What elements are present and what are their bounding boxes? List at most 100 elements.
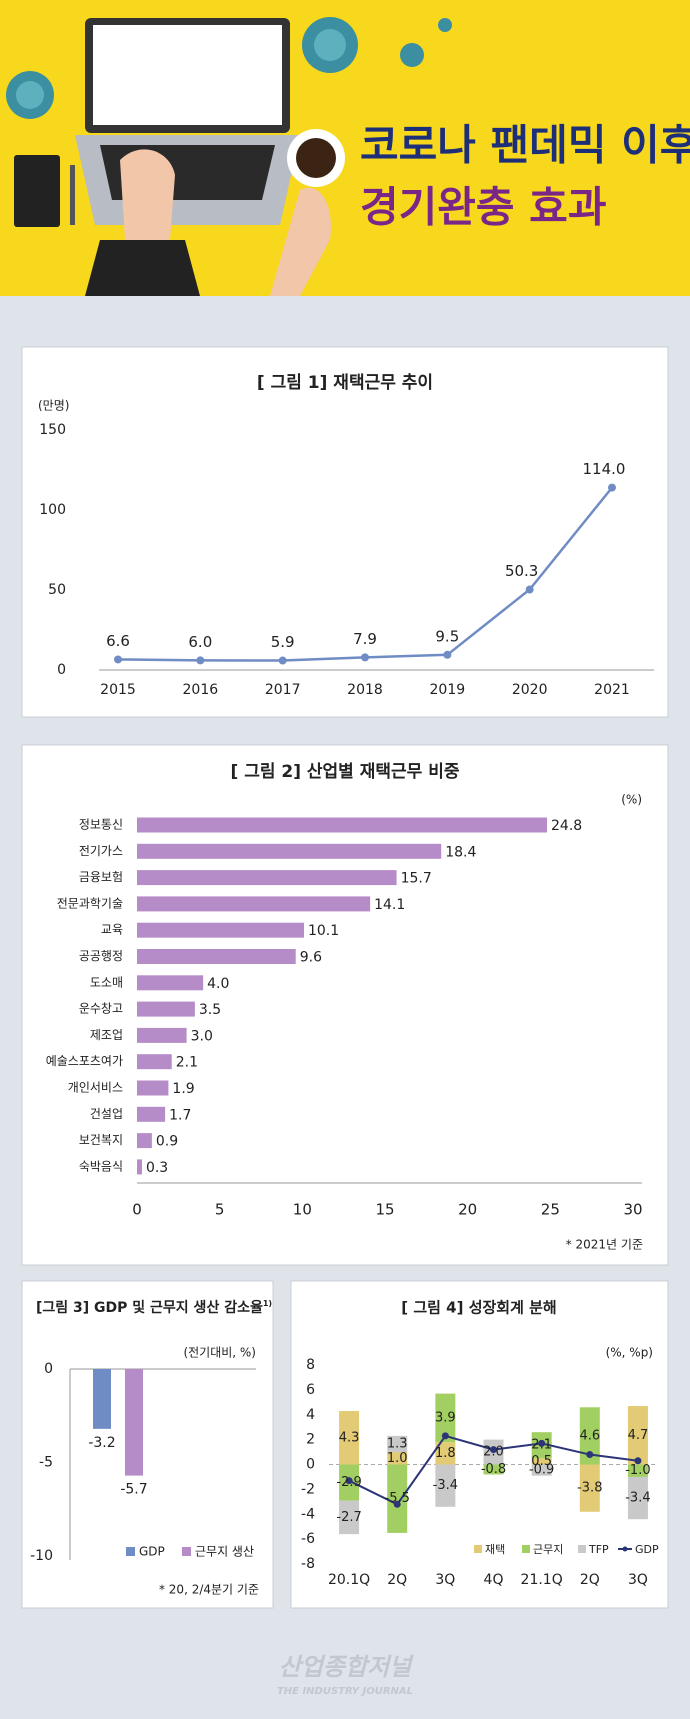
y-tick-label: 공공행정 xyxy=(79,948,123,963)
legend-label: 근무지 xyxy=(533,1543,563,1556)
chart-title: [그림 3] GDP 및 근무지 생산 감소율1) xyxy=(36,1299,272,1317)
y-tick-label: 숙박음식 xyxy=(79,1159,123,1173)
point xyxy=(634,1457,642,1465)
x-tick-label: 3Q xyxy=(628,1572,648,1588)
note: * 2021년 기준 xyxy=(566,1238,643,1252)
x-tick-label: 20 xyxy=(458,1201,477,1219)
bar-segment xyxy=(531,1464,552,1476)
point xyxy=(393,1500,401,1508)
data-label: 4.3 xyxy=(339,1430,360,1445)
axis-unit: (만명) xyxy=(38,399,69,413)
y-tick-label: -2 xyxy=(301,1481,315,1497)
bar xyxy=(137,1080,169,1096)
data-label: -5.5 xyxy=(385,1491,410,1506)
point xyxy=(278,656,287,665)
y-tick-label: 건설업 xyxy=(90,1107,123,1121)
point xyxy=(196,656,205,665)
y-tick-label: 운수창고 xyxy=(79,1002,123,1016)
bar-segment xyxy=(435,1442,456,1465)
bar xyxy=(137,1001,195,1017)
legend-label: GDP xyxy=(139,1545,165,1559)
data-label: 0.3 xyxy=(146,1160,168,1176)
bar-segment xyxy=(531,1458,552,1465)
x-tick-label: 20.1Q xyxy=(328,1572,370,1588)
x-tick-label: 2Q xyxy=(387,1572,407,1588)
title-text: [그림 3] GDP 및 근무지 생산 감소율 xyxy=(36,1299,263,1316)
bar xyxy=(137,896,371,912)
bar xyxy=(137,843,442,859)
bar-segment xyxy=(339,1411,360,1465)
data-label: 1.7 xyxy=(169,1107,191,1123)
legend-label: GDP xyxy=(635,1543,659,1556)
y-tick-label: 0 xyxy=(44,1361,53,1377)
data-label: 1.3 xyxy=(387,1436,408,1451)
banner-subtitle: 경기완충 효과 xyxy=(360,183,606,232)
panel xyxy=(21,1280,274,1609)
y-tick-label: 금융보험 xyxy=(79,870,123,884)
footer-logo: 산업종합저널 xyxy=(279,1653,414,1681)
y-tick-label: 정보통신 xyxy=(79,818,123,832)
y-tick-label: 0 xyxy=(57,662,66,678)
y-tick-label: -6 xyxy=(301,1531,315,1547)
bar xyxy=(137,1106,166,1122)
legend-label: TFP xyxy=(588,1543,609,1556)
data-label: 3.9 xyxy=(435,1410,456,1425)
axis-unit: (전기대비, %) xyxy=(183,1346,256,1360)
point xyxy=(441,1432,449,1440)
x-tick-label: 2017 xyxy=(265,682,301,698)
bar xyxy=(137,1133,152,1149)
y-tick-label: 보건복지 xyxy=(79,1133,123,1147)
bar-segment xyxy=(339,1500,360,1535)
x-tick-label: 2Q xyxy=(580,1572,600,1588)
title-note: 1) xyxy=(263,1299,272,1308)
x-tick-label: 21.1Q xyxy=(521,1572,563,1588)
y-tick-label: 4 xyxy=(306,1407,315,1423)
data-label: 2.1 xyxy=(531,1438,552,1453)
point xyxy=(345,1477,353,1485)
x-tick-label: 15 xyxy=(375,1201,394,1219)
bar xyxy=(125,1369,143,1476)
y-tick-label: 8 xyxy=(306,1357,315,1373)
bar xyxy=(137,817,548,833)
bar-segment xyxy=(627,1476,648,1520)
legend-swatch xyxy=(578,1545,586,1553)
data-label: 1.9 xyxy=(172,1081,194,1097)
bar xyxy=(137,1027,187,1043)
legend-swatch xyxy=(522,1545,530,1553)
x-tick-label: 30 xyxy=(623,1201,642,1219)
data-label: -1.0 xyxy=(625,1463,650,1478)
bar xyxy=(137,922,304,938)
note: * 20, 2/4분기 기준 xyxy=(159,1583,259,1597)
point xyxy=(538,1439,546,1447)
x-tick-label: 25 xyxy=(541,1201,560,1219)
data-label: -2.7 xyxy=(336,1510,361,1525)
y-tick-label: -10 xyxy=(30,1548,53,1564)
data-label: 9.6 xyxy=(300,950,322,966)
x-tick-label: 2019 xyxy=(430,682,466,698)
y-tick-label: 0 xyxy=(306,1457,315,1473)
banner-title: 코로나 팬데믹 이후 xyxy=(360,121,690,170)
bar xyxy=(93,1369,111,1429)
axis-unit: (%, %p) xyxy=(606,1346,653,1360)
data-label: -3.4 xyxy=(433,1478,458,1493)
y-tick-label: -5 xyxy=(39,1455,53,1471)
bar-segment xyxy=(579,1464,600,1512)
y-tick-label: 150 xyxy=(39,422,66,438)
bar-segment xyxy=(627,1406,648,1465)
y-tick-label: 제조업 xyxy=(90,1028,123,1042)
legend-swatch xyxy=(474,1545,482,1553)
y-tick-label: 전문과학기술 xyxy=(57,896,123,910)
bar xyxy=(137,1054,172,1070)
data-label: -0.8 xyxy=(481,1462,506,1477)
y-tick-label: 6 xyxy=(306,1382,315,1398)
x-tick-label: 5 xyxy=(215,1201,225,1219)
data-label: 0.5 xyxy=(531,1454,552,1469)
bar xyxy=(137,870,397,886)
y-tick-label: 교육 xyxy=(101,923,123,937)
point xyxy=(608,483,616,492)
data-label: 24.8 xyxy=(551,818,582,834)
bar-segment xyxy=(435,1393,456,1443)
chart-title: [ 그림 2] 산업별 재택근무 비중 xyxy=(231,762,460,782)
